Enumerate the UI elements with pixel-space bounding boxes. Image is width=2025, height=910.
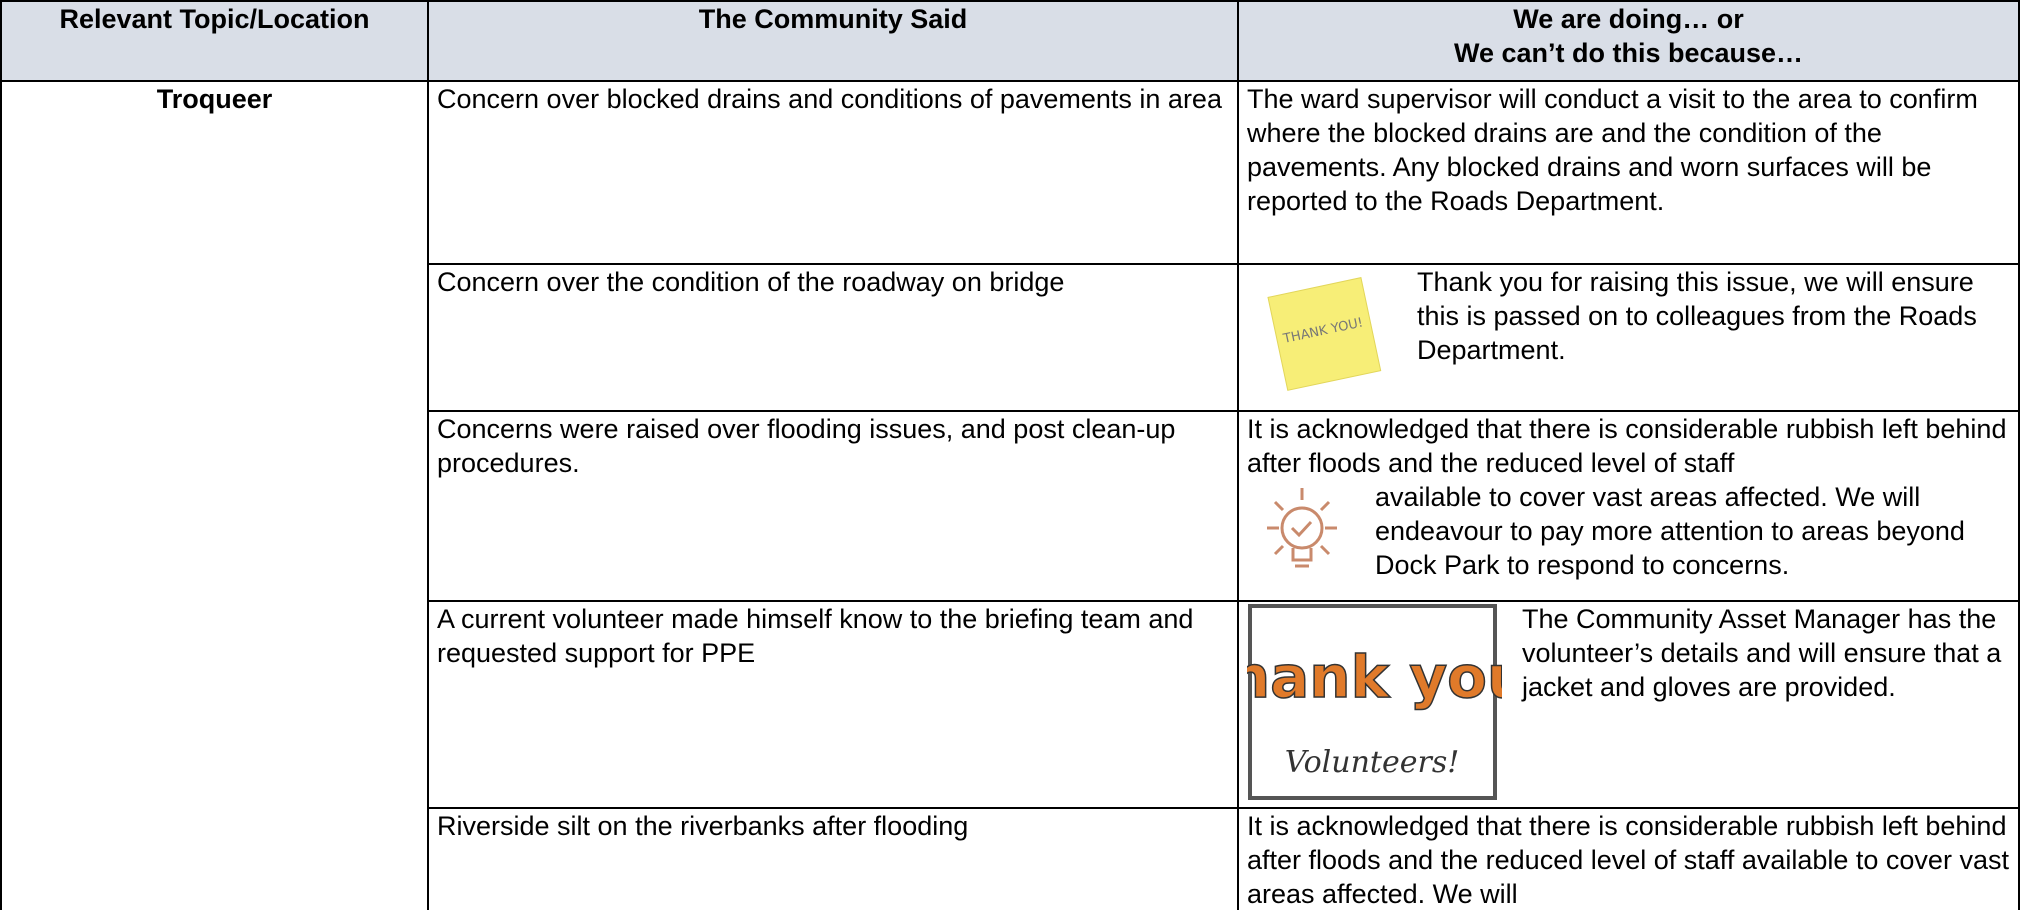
response-layout: available to cover vast areas affected. … <box>1247 480 2010 599</box>
header-cell: The Community Said <box>427 0 1239 82</box>
topic-cell: Troqueer <box>0 80 429 910</box>
thank-you-card-image: Thank you! Volunteers! <box>1247 604 1502 800</box>
row: Troqueer Concern over blocked drains and… <box>0 80 2020 910</box>
response-layout: Thank you! Volunteers! The Community Ass… <box>1247 603 2010 802</box>
response-cell: The ward supervisor will conduct a visit… <box>1237 80 2020 265</box>
response-cell: THANK YOU! Thank you for raising this is… <box>1237 263 2020 412</box>
said-cell: Riverside silt on the riverbanks after f… <box>427 807 1239 910</box>
row: A current volunteer made himself know to… <box>1 600 2020 809</box>
said-cell: A current volunteer made himself know to… <box>427 600 1239 809</box>
response-lead: It is acknowledged that there is conside… <box>1247 414 2007 478</box>
header-cell: We are doing… or We can’t do this because… <box>1237 0 2020 82</box>
lightbulb-icon <box>1267 488 1337 568</box>
row: Concern over the condition of the roadwa… <box>1 263 2020 412</box>
response-cell: Thank you! Volunteers! The Community Ass… <box>1237 600 2020 809</box>
said-cell: Concern over the condition of the roadwa… <box>427 263 1239 412</box>
header-row: Relevant Topic/Location The Community Sa… <box>0 0 2020 82</box>
response-cell: It is acknowledged that there is conside… <box>1237 807 2020 910</box>
response-text: Thank you for raising this issue, we wil… <box>1417 267 1977 365</box>
card-subtitle: Volunteers! <box>1285 745 1460 780</box>
response-layout: THANK YOU! Thank you for raising this is… <box>1247 266 2010 405</box>
response-text: The Community Asset Manager has the volu… <box>1522 604 2002 702</box>
row: Riverside silt on the riverbanks after f… <box>1 807 2020 910</box>
said-cell: Concern over blocked drains and conditio… <box>427 80 1239 265</box>
response-text: available to cover vast areas affected. … <box>1375 482 1965 580</box>
row: Concerns were raised over flooding issue… <box>1 410 2020 602</box>
response-cell: It is acknowledged that there is conside… <box>1237 410 2020 602</box>
header-line: We can’t do this because… <box>1453 38 1804 68</box>
sticky-note <box>1267 277 1382 391</box>
said-cell: Concerns were raised over flooding issue… <box>427 410 1239 602</box>
header-cell: Relevant Topic/Location <box>0 0 429 82</box>
card-frame <box>1248 604 1497 800</box>
header-line: We are doing… or <box>1513 4 1744 34</box>
sticky-note-image: THANK YOU! <box>1267 277 1382 391</box>
card-title: Thank you! <box>1247 643 1502 711</box>
